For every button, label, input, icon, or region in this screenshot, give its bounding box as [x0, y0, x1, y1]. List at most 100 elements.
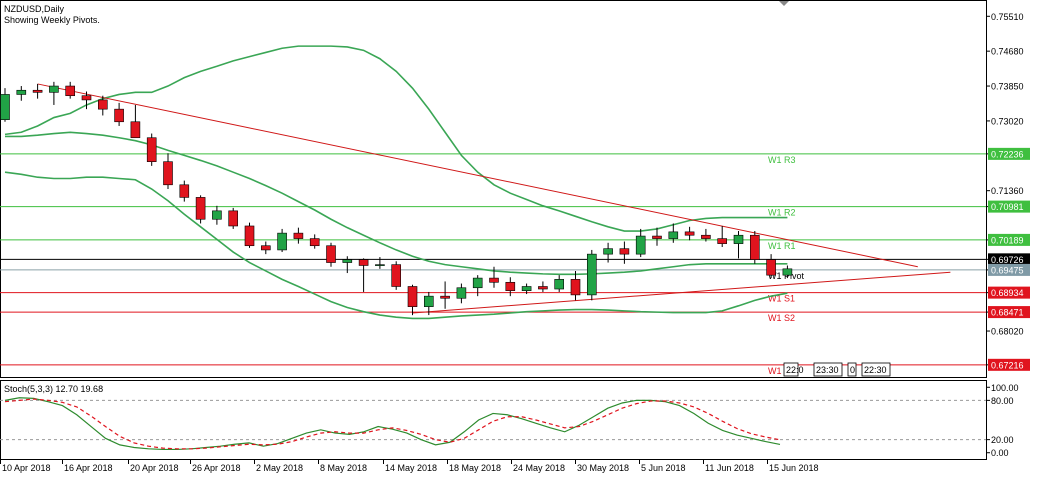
price-tick-10: 0.68934	[991, 288, 1024, 298]
stochastic-frame	[0, 380, 987, 460]
pivot-label-4: W1 S1	[768, 294, 795, 304]
candle-body-46	[749, 234, 760, 260]
price-tick-11: 0.68471	[991, 308, 1024, 318]
candle-body-41	[668, 231, 679, 239]
time-axis: 10 Apr 2018 16 Apr 2018 20 Apr 2018 26 Apr …	[0, 460, 819, 473]
pivot-levels: W1 R3 W1 R2 W1 R1 W1 Pivot W1 S1 W1 S2 W1 S3	[0, 153, 986, 376]
time-tick-9: 30 May 2018	[577, 463, 629, 473]
stoch-tick-3: 0.00	[991, 448, 1009, 458]
candle-body-28	[456, 287, 467, 299]
band-lower-line	[4, 171, 788, 320]
candle-body-40	[652, 235, 662, 239]
candle-body-18	[293, 232, 304, 239]
period-box-label-2: 0	[850, 365, 855, 375]
candle-body-35	[570, 279, 581, 296]
price-axis: 0.75510 0.74680 0.73850 0.73020 0.72236 0.713…	[986, 12, 1030, 371]
price-tick-2: 0.73850	[991, 82, 1024, 92]
candle-body-33	[538, 286, 548, 290]
candle-body-48	[782, 268, 793, 276]
trend-line-1	[412, 271, 951, 314]
candle-body-6	[98, 99, 108, 110]
candle-body-15	[244, 225, 255, 247]
candle-body-26	[423, 295, 434, 307]
candle-body-11	[179, 184, 190, 198]
price-tag-13	[988, 358, 1030, 371]
time-tick-2: 20 Apr 2018	[130, 463, 179, 473]
period-box-2	[847, 362, 857, 377]
pivot-label-3: W1 Pivot	[768, 271, 805, 281]
stoch-main-line	[4, 397, 781, 451]
price-tick-9: 0.69475	[991, 265, 1024, 275]
price-tick-1: 0.74680	[991, 47, 1024, 57]
time-tick-0: 10 Apr 2018	[2, 463, 51, 473]
time-tick-11: 11 Jun 2018	[705, 463, 754, 473]
candle-body-20	[326, 245, 336, 263]
price-tick-13: 0.67216	[991, 360, 1024, 370]
candle-body-31	[505, 281, 516, 291]
candle-body-7	[114, 108, 124, 123]
price-tick-12: 0.68020	[991, 327, 1024, 337]
price-tick-7: 0.70189	[991, 235, 1024, 245]
candle-body-19	[309, 238, 320, 247]
stoch-tick-2: 20.00	[991, 435, 1014, 445]
candle-body-9	[146, 137, 157, 162]
price-tag-11	[988, 306, 1030, 319]
price-tick-5: 0.71360	[991, 186, 1024, 196]
candle-body-34	[554, 279, 565, 290]
price-tick-6: 0.70981	[991, 202, 1024, 212]
candle-body-21	[342, 259, 353, 263]
pivot-subtitle: Showing Weekly Pivots.	[4, 15, 100, 25]
candle-body-8	[130, 121, 141, 139]
band-middle-line	[5, 131, 788, 276]
candle-body-3	[49, 85, 59, 93]
candle-body-36	[586, 253, 597, 296]
candle-body-0	[0, 94, 10, 120]
candle-body-38	[619, 248, 630, 255]
time-tick-12: 15 Jun 2018	[769, 463, 819, 473]
candle-body-24	[391, 264, 402, 287]
stoch-tick-0: 100.00	[991, 383, 1019, 393]
candle-body-4	[65, 85, 75, 97]
candle-body-12	[195, 197, 206, 220]
price-tag-7	[988, 233, 1030, 246]
candle-body-17	[277, 232, 287, 251]
price-tick-4: 0.72236	[991, 149, 1024, 159]
stoch-signal-line	[4, 398, 781, 450]
price-tag-9	[988, 263, 1030, 276]
price-tag-6	[988, 200, 1030, 213]
candle-body-1	[16, 89, 27, 95]
candle-body-22	[358, 259, 369, 266]
candle-body-5	[81, 95, 92, 101]
trend-lines	[37, 83, 951, 314]
candles	[0, 81, 793, 316]
pivot-label-5: W1 S2	[768, 313, 795, 323]
pivot-label-2: W1 R1	[768, 241, 796, 251]
candle-body-2	[32, 89, 43, 93]
stochastic-title: Stoch(5,3,3) 12.70 19.68	[4, 384, 103, 394]
period-boxes: 22:0 23:30 0 22:30	[783, 362, 891, 377]
period-box-0	[783, 362, 799, 377]
candle-body-27	[440, 295, 450, 299]
price-tag-10	[988, 286, 1030, 299]
candle-body-30	[489, 277, 499, 283]
time-tick-8: 24 May 2018	[513, 463, 565, 473]
candle-body-45	[733, 234, 744, 244]
period-box-label-3: 22:30	[864, 365, 887, 375]
price-tick-3: 0.73020	[991, 116, 1024, 126]
candle-body-39	[635, 235, 646, 255]
main-chart-frame	[0, 0, 987, 378]
price-tag-4	[988, 147, 1030, 160]
scroll-marker-icon[interactable]	[779, 1, 789, 6]
pivot-label-0: W1 R3	[768, 155, 796, 165]
candle-body-47	[766, 259, 776, 276]
time-tick-3: 26 Apr 2018	[192, 463, 241, 473]
time-tick-4: 2 May 2018	[256, 463, 303, 473]
candle-body-29	[472, 277, 483, 289]
time-tick-6: 14 May 2018	[385, 463, 437, 473]
trend-line-0	[37, 83, 918, 268]
time-tick-5: 8 May 2018	[320, 463, 367, 473]
stochastic-plot: 100.00 80.00 20.00 0.00	[0, 383, 1019, 458]
candle-body-10	[163, 161, 173, 186]
candle-body-13	[212, 210, 222, 220]
